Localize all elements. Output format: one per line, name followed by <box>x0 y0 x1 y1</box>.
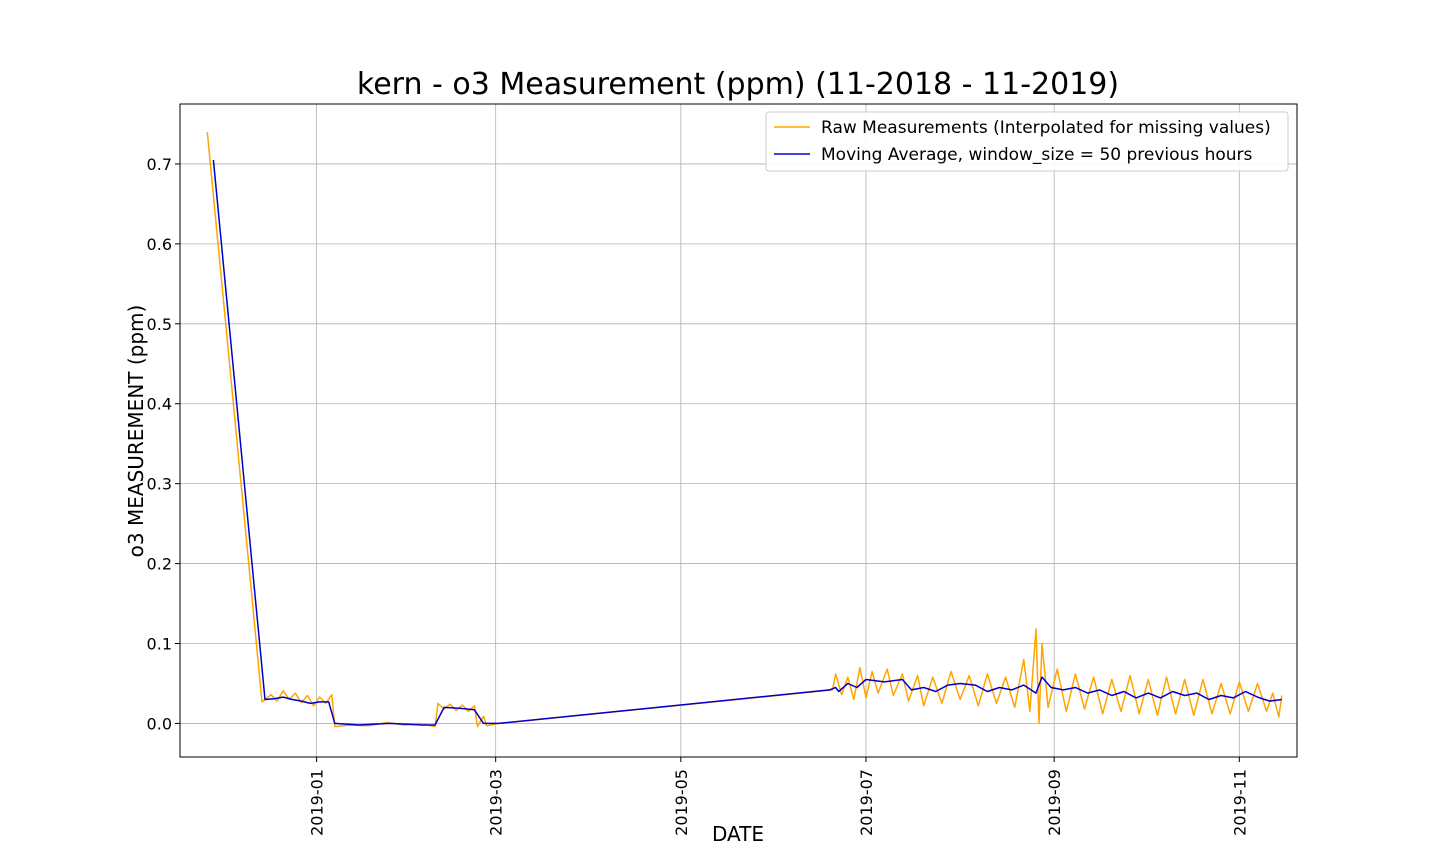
y-tick-label: 0.6 <box>147 235 172 254</box>
series-line-raw <box>206 131 1283 728</box>
legend: Raw Measurements (Interpolated for missi… <box>765 111 1289 172</box>
grid-lines <box>180 104 1297 757</box>
y-tick-label: 0.1 <box>147 635 172 654</box>
series-line-moving-average <box>212 159 1282 726</box>
x-tick-label: 2019-07 <box>857 769 876 836</box>
legend-box <box>765 111 1289 172</box>
x-tick-label: 2019-09 <box>1045 769 1064 836</box>
x-tick-label: 2019-11 <box>1230 769 1249 836</box>
series-layer <box>206 131 1283 728</box>
y-axis-label: o3 MEASUREMENT (ppm) <box>124 305 148 558</box>
y-tick-label: 0.5 <box>147 315 172 334</box>
y-tick-label: 0.7 <box>147 155 172 174</box>
x-tick-label: 2019-05 <box>672 769 691 836</box>
y-tick-label: 0.2 <box>147 555 172 574</box>
y-tick-label: 0.4 <box>147 395 172 414</box>
legend-label-raw: Raw Measurements (Interpolated for missi… <box>821 118 1271 138</box>
x-tick-label: 2019-03 <box>487 769 506 836</box>
x-axis-ticks: 2019-01 2019-03 2019-05 2019-07 2019-09 2019-… <box>308 757 1249 836</box>
chart-title: kern - o3 Measurement (ppm) (11-2018 - 1… <box>357 67 1119 102</box>
y-tick-label: 0.0 <box>147 714 172 733</box>
y-tick-label: 0.3 <box>147 475 172 494</box>
y-axis-ticks: 0.0 0.1 0.2 0.3 0.4 0.5 0.6 0.7 <box>147 155 180 733</box>
plot-frame <box>179 103 1298 758</box>
legend-label-moving-average: Moving Average, window_size = 50 previou… <box>821 145 1253 165</box>
x-tick-label: 2019-01 <box>308 769 327 836</box>
x-axis-label: DATE <box>712 822 764 846</box>
